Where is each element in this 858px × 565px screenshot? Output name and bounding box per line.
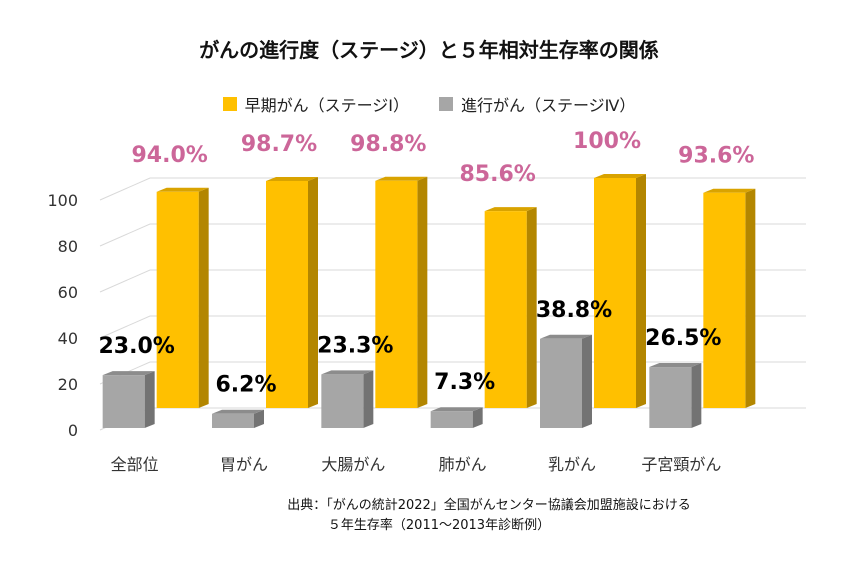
y-tick-label-20: 20 [58,375,78,394]
bar-advanced-5 [649,367,692,428]
bar-early-4-side [636,174,646,408]
bar-advanced-5-top [649,363,702,368]
y-tick-label-60: 60 [58,283,78,302]
bar-early-3 [484,211,527,408]
bar-early-0-side [198,187,209,408]
bar-advanced-1-top [212,409,264,414]
bar-advanced-3-top [430,407,483,412]
legend-item-advanced: 進行がん（ステージⅣ） [438,92,636,116]
bar-early-0 [156,191,199,408]
bar-early-5-top [703,188,756,193]
data-label-advanced-0: 23.0% [99,334,175,359]
bar-early-0-top [156,187,209,192]
bar-advanced-4-top [540,334,592,339]
bar-early-1-side [308,176,318,408]
bar-early-5-side [745,188,756,408]
bar-early-3-side [526,207,537,408]
data-label-early-2: 98.8% [350,132,426,157]
bar-advanced-1-side [254,409,264,428]
data-label-advanced-3: 7.3% [434,370,495,395]
y-tick-label-0: 0 [68,421,78,440]
source-line-1: 出典：「がんの統計2022」全国がんセンター協議会加盟施設における [287,498,691,513]
bar-advanced-2-side [363,370,374,428]
gridline-100 [99,177,806,201]
data-label-advanced-1: 6.2% [215,373,276,398]
x-tick-label-2: 大腸がん [321,455,385,474]
legend-swatch-early [222,97,237,111]
x-tick-label-0: 全部位 [111,455,159,474]
bar-advanced-0 [102,375,145,428]
data-label-advanced-5: 26.5% [645,326,721,351]
gridline-40 [99,315,806,339]
legend-label-early: 早期がん（ステージⅠ） [244,96,409,115]
bar-early-3-top [484,207,537,212]
bar-advanced-0-top [102,371,155,376]
x-tick-label-5: 子宮頸がん [641,455,721,474]
bar-advanced-2-top [321,370,374,375]
bar-advanced-4 [540,338,582,428]
bar-early-4 [594,178,636,408]
bar-early-5 [703,192,746,408]
y-tick-label-40: 40 [58,329,78,348]
bar-early-1-top [266,176,318,181]
data-label-early-5: 93.6% [678,144,754,169]
gridline-60 [99,269,806,293]
data-label-early-3: 85.6% [460,162,536,187]
data-label-advanced-2: 23.3% [317,333,393,358]
y-tick-label-80: 80 [58,237,78,256]
data-label-advanced-4: 38.8% [536,298,612,323]
gridline-80 [99,223,806,247]
chart-title: がんの進行度（ステージ）と５年相対生存率の関係 [199,38,659,62]
bar-advanced-1 [212,413,254,428]
legend-label-advanced: 進行がん（ステージⅣ） [460,96,636,115]
bar-advanced-0-side [144,371,155,428]
x-tick-label-1: 胃がん [220,455,268,474]
legend-item-early: 早期がん（ステージⅠ） [222,92,409,116]
bar-advanced-2 [321,374,364,428]
source-note: 出典：「がんの統計2022」全国がんセンター協議会加盟施設における ５年生存率（… [0,496,858,536]
legend: 早期がん（ステージⅠ） 進行がん（ステージⅣ） [0,92,858,116]
bar-advanced-3-side [472,407,483,428]
source-line-2: ５年生存率（2011～2013年診断例） [327,518,551,533]
bar-advanced-4-side [582,334,592,428]
bar-early-1 [266,180,308,408]
legend-swatch-advanced [438,97,453,111]
x-tick-label-3: 肺がん [439,455,487,474]
data-label-early-4: 100% [573,129,641,154]
bar-early-2 [375,180,418,408]
bar-early-4-top [594,174,646,178]
bar-early-2-top [375,176,428,181]
bar-advanced-5-side [691,363,702,428]
x-tick-label-4: 乳がん [548,455,596,474]
data-label-early-0: 94.0% [132,143,208,168]
bar-advanced-3 [430,411,473,428]
bar-early-2-side [417,176,428,408]
y-tick-label-100: 100 [47,191,78,210]
data-label-early-1: 98.7% [241,132,317,157]
